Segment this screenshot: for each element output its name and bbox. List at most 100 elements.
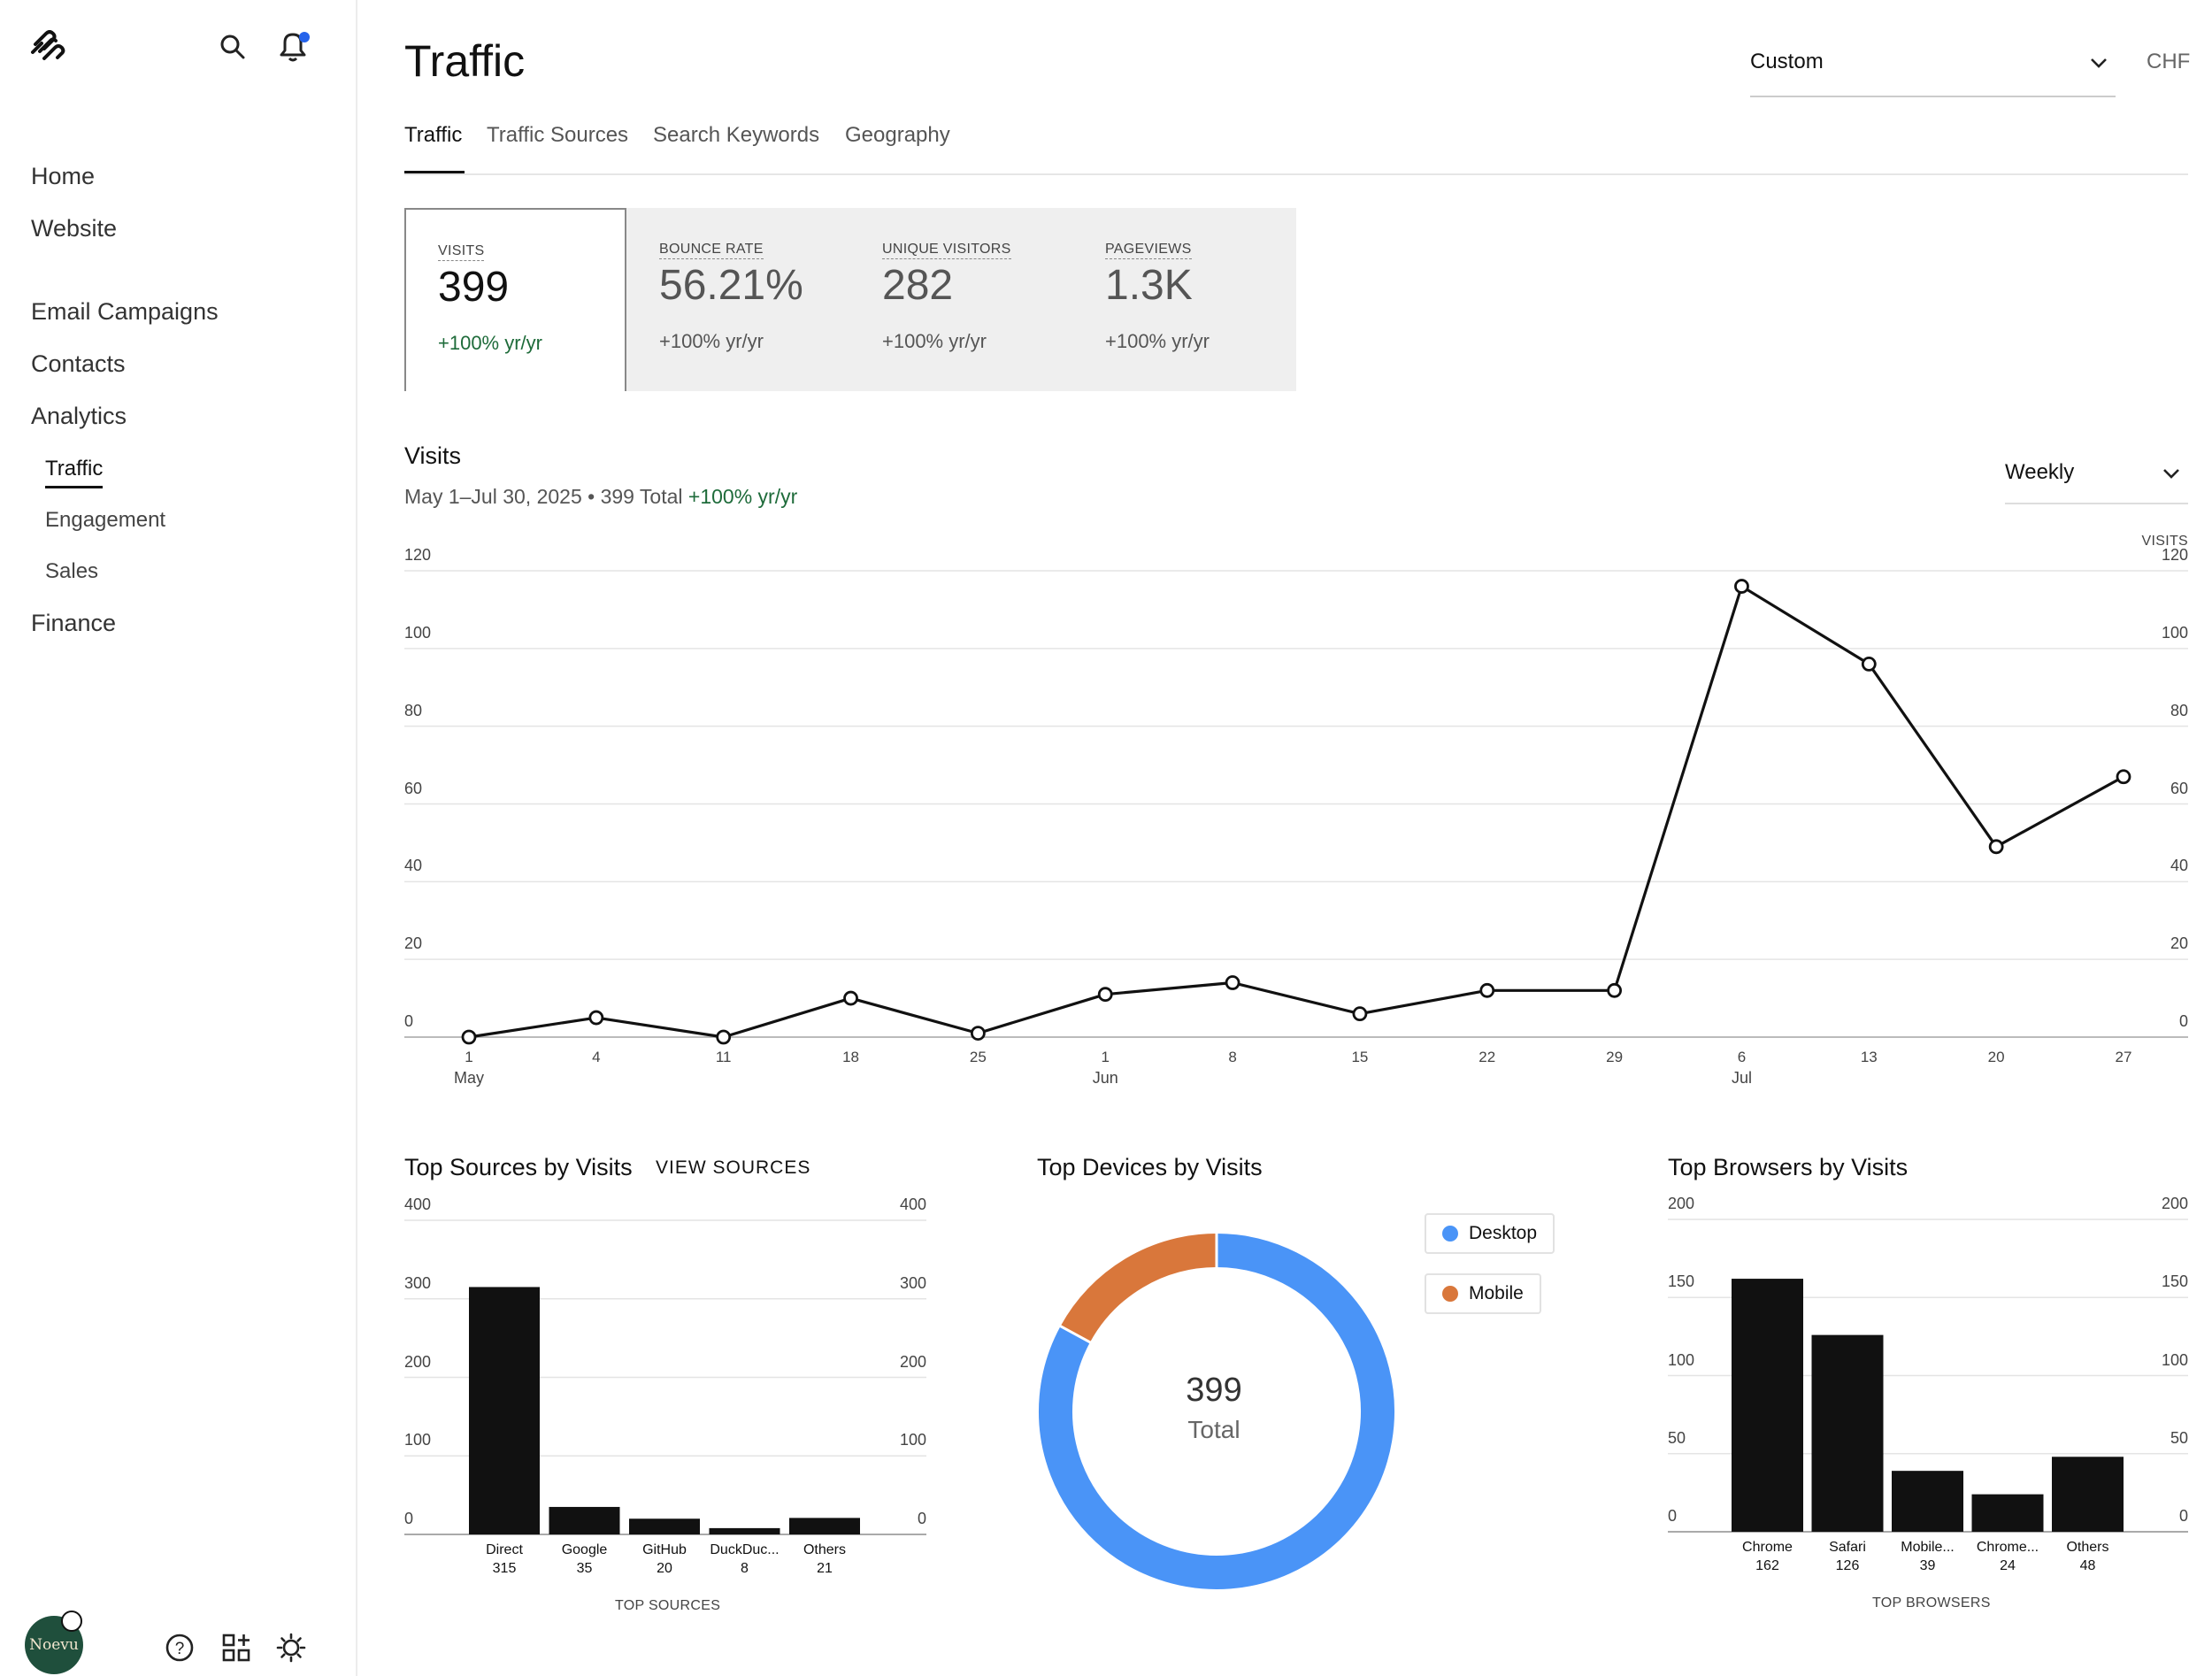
- bar-category: Others: [803, 1542, 846, 1557]
- sources-title: Top Sources by Visits: [404, 1154, 633, 1180]
- bar-value: 39: [1919, 1558, 1936, 1573]
- bar-label: Chrome... 24: [1968, 1538, 2047, 1575]
- avatar-text: Noevu: [29, 1636, 79, 1654]
- nav-website[interactable]: Website: [31, 215, 118, 242]
- bar[interactable]: [1971, 1494, 2044, 1532]
- metric-value: 1.3K: [1105, 262, 1193, 309]
- bar-category: Chrome: [1742, 1540, 1793, 1555]
- chevron-down-icon: [2163, 469, 2179, 479]
- bar[interactable]: [549, 1506, 620, 1534]
- metric-change: +100% yr/yr: [438, 332, 542, 354]
- bar[interactable]: [1811, 1334, 1884, 1532]
- bar[interactable]: [1732, 1279, 1803, 1532]
- sidebar: Home Website Email Campaigns Contacts An…: [0, 0, 357, 1676]
- devices-title: Top Devices by Visits: [1037, 1154, 1263, 1180]
- bar-label: Others 21: [785, 1541, 864, 1578]
- y-tick-left: 200: [1668, 1195, 1695, 1212]
- bar[interactable]: [2052, 1457, 2124, 1532]
- currency-label[interactable]: CHF: [2147, 50, 2191, 73]
- y-tick-right: 400: [899, 1195, 926, 1213]
- tab-search-keywords[interactable]: Search Keywords: [653, 123, 820, 147]
- bar-value: 315: [492, 1561, 517, 1576]
- y-tick-left: 100: [1668, 1350, 1695, 1369]
- bar[interactable]: [1892, 1471, 1963, 1532]
- donut-separator: [1059, 1324, 1092, 1344]
- metric-card-visits[interactable]: VISITS 399 +100% yr/yr: [404, 208, 626, 391]
- visits-title: Visits: [404, 442, 462, 469]
- bar-category: DuckDuc...: [710, 1542, 780, 1557]
- metric-value: 399: [438, 264, 510, 311]
- bar-value: 20: [657, 1561, 672, 1576]
- y-tick-right: 100: [899, 1431, 926, 1449]
- devices-donut-chart: [1039, 1233, 1394, 1589]
- nav-home[interactable]: Home: [31, 163, 96, 189]
- site-badge-icon: [61, 1611, 82, 1632]
- metric-label: UNIQUE VISITORS: [882, 242, 1011, 259]
- bar-label: Others 48: [2048, 1538, 2128, 1575]
- bar[interactable]: [789, 1518, 860, 1534]
- tab-traffic-sources[interactable]: Traffic Sources: [487, 123, 629, 147]
- view-sources-link[interactable]: VIEW SOURCES: [656, 1157, 811, 1178]
- tab-traffic[interactable]: Traffic: [404, 123, 463, 147]
- sources-axis-caption: TOP SOURCES: [615, 1598, 721, 1613]
- nav-finance[interactable]: Finance: [31, 610, 117, 636]
- search-icon[interactable]: [215, 29, 250, 65]
- metric-change: +100% yr/yr: [659, 330, 764, 352]
- nav-analytics-traffic[interactable]: Traffic: [45, 457, 104, 488]
- nav-analytics-engagement[interactable]: Engagement: [45, 508, 166, 532]
- y-tick-right: 100: [2161, 1350, 2188, 1369]
- y-tick-left: 0: [404, 1510, 414, 1527]
- metric-card-unique-visitors[interactable]: UNIQUE VISITORS 282 +100% yr/yr: [850, 208, 1072, 389]
- bar-label: Chrome 162: [1728, 1538, 1808, 1575]
- active-tab-indicator: [404, 171, 465, 174]
- donut-slice-desktop[interactable]: [1039, 1234, 1394, 1589]
- bar-category: Chrome...: [1976, 1540, 2039, 1555]
- bar[interactable]: [709, 1527, 780, 1534]
- nav-analytics-sales[interactable]: Sales: [45, 559, 99, 583]
- date-range-select[interactable]: Custom: [1750, 44, 2116, 97]
- y-tick-right: 0: [2178, 1507, 2188, 1525]
- y-tick-left: 100: [404, 1431, 432, 1449]
- nav-email-campaigns[interactable]: Email Campaigns: [31, 298, 219, 325]
- donut-slice-mobile[interactable]: [1060, 1234, 1217, 1343]
- bar-value: 21: [817, 1561, 833, 1576]
- help-icon[interactable]: ?: [162, 1630, 197, 1665]
- bar-value: 162: [1755, 1558, 1779, 1573]
- legend-mobile-label: Mobile: [1469, 1283, 1524, 1303]
- bar-value: 48: [2079, 1558, 2096, 1573]
- notification-dot: [299, 32, 310, 42]
- bar[interactable]: [469, 1287, 540, 1534]
- apps-grid-icon[interactable]: [219, 1630, 254, 1665]
- bar-value: 126: [1835, 1558, 1860, 1573]
- y-tick-right: 50: [2170, 1428, 2188, 1447]
- avatar[interactable]: Noevu: [25, 1611, 83, 1674]
- metric-card-pageviews[interactable]: PAGEVIEWS 1.3K +100% yr/yr: [1073, 208, 1295, 389]
- y-tick-left: 0: [1668, 1507, 1678, 1525]
- metric-change: +100% yr/yr: [882, 330, 987, 352]
- y-tick-right: 0: [917, 1510, 926, 1527]
- y-tick-right: 200: [2161, 1195, 2188, 1212]
- nav-contacts[interactable]: Contacts: [31, 350, 126, 377]
- squarespace-logo-icon[interactable]: [27, 27, 71, 65]
- tab-geography[interactable]: Geography: [845, 123, 950, 147]
- notifications-bell-icon[interactable]: [273, 27, 313, 67]
- metric-card-bounce-rate[interactable]: BOUNCE RATE 56.21% +100% yr/yr: [627, 208, 849, 389]
- bar-value: 8: [741, 1561, 749, 1576]
- bar-label: GitHub 20: [625, 1541, 704, 1578]
- bar[interactable]: [629, 1518, 700, 1534]
- interval-select[interactable]: Weekly: [2005, 451, 2188, 504]
- metric-label: PAGEVIEWS: [1105, 242, 1192, 259]
- donut-total-label: Total: [1187, 1416, 1240, 1443]
- settings-gear-icon[interactable]: [273, 1630, 309, 1665]
- y-tick-right: 300: [899, 1273, 926, 1292]
- y-tick-left: 200: [404, 1352, 432, 1371]
- y-tick-right: 150: [2161, 1272, 2188, 1291]
- visits-axis-caption: VISITS: [2141, 534, 2188, 549]
- legend-desktop[interactable]: Desktop: [1425, 1213, 1555, 1254]
- nav-analytics[interactable]: Analytics: [31, 403, 127, 429]
- bar-label: Direct 315: [465, 1541, 544, 1578]
- bar-value: 35: [576, 1561, 593, 1576]
- legend-mobile[interactable]: Mobile: [1425, 1273, 1541, 1314]
- bar-label: Mobile... 39: [1888, 1538, 1968, 1575]
